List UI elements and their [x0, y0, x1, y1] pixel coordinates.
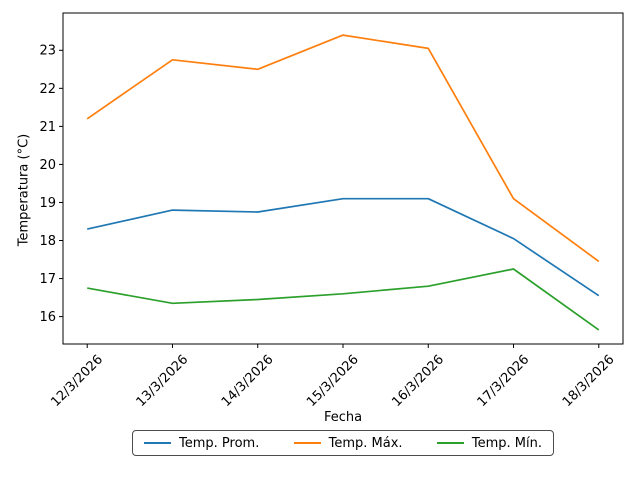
legend-item: Temp. Prom. — [144, 436, 259, 451]
y-tick-label: 19 — [39, 196, 56, 211]
x-tick-label: 13/3/2026 — [134, 352, 192, 410]
series-line-temp-m-n — [87, 268, 600, 331]
x-tick-label: 12/3/2026 — [48, 352, 106, 410]
legend-label: Temp. Prom. — [179, 435, 260, 451]
x-tick-label: 17/3/2026 — [475, 352, 533, 410]
y-tick-label: 20 — [39, 158, 56, 173]
x-tick-label: 18/3/2026 — [560, 352, 618, 410]
x-tick-label: 15/3/2026 — [304, 352, 362, 410]
y-tick-label: 16 — [39, 310, 56, 325]
legend-label: Temp. Mín. — [471, 435, 542, 451]
legend-line-sample — [436, 442, 464, 444]
y-tick-label: 21 — [39, 120, 56, 135]
y-tick-label: 18 — [39, 234, 56, 249]
series-line-temp-prom — [87, 197, 600, 297]
x-tick-label: 14/3/2026 — [219, 352, 277, 410]
series-line-temp-m-x — [86, 34, 600, 263]
legend-line-sample — [293, 442, 321, 444]
y-axis-label: Temperatura (°C) — [16, 133, 32, 247]
legend: Temp. Prom. Temp. Máx. Temp. Mín. — [132, 430, 554, 456]
legend-label: Temp. Máx. — [328, 435, 403, 451]
legend-line-sample — [144, 442, 171, 444]
x-tick-label: 16/3/2026 — [389, 352, 447, 410]
x-axis-label: Fecha — [323, 410, 363, 425]
y-tick-label: 17 — [39, 272, 56, 287]
legend-item: Temp. Máx. — [293, 435, 403, 451]
y-tick-label: 23 — [39, 44, 56, 59]
legend-item: Temp. Mín. — [436, 435, 542, 451]
y-tick-label: 22 — [39, 82, 56, 97]
